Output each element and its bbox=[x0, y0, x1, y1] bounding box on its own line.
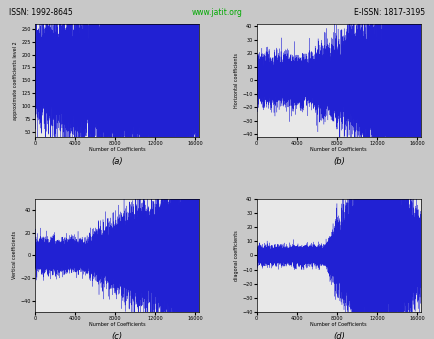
Text: (b): (b) bbox=[333, 157, 345, 166]
Text: (a): (a) bbox=[111, 157, 123, 166]
Text: (c): (c) bbox=[112, 332, 122, 339]
Text: E-ISSN: 1817-3195: E-ISSN: 1817-3195 bbox=[354, 8, 425, 18]
X-axis label: Number of Coefficients: Number of Coefficients bbox=[310, 147, 367, 152]
Text: ISSN: 1992-8645: ISSN: 1992-8645 bbox=[9, 8, 72, 18]
Y-axis label: approximate coefficients level 2: approximate coefficients level 2 bbox=[13, 41, 18, 120]
Text: www.jatit.org: www.jatit.org bbox=[191, 10, 243, 19]
X-axis label: Number of Coefficients: Number of Coefficients bbox=[89, 147, 145, 152]
Text: (d): (d) bbox=[333, 332, 345, 339]
X-axis label: Number of Coefficients: Number of Coefficients bbox=[310, 322, 367, 327]
X-axis label: Number of Coefficients: Number of Coefficients bbox=[89, 322, 145, 327]
Y-axis label: Horizontal coefficients: Horizontal coefficients bbox=[234, 53, 239, 108]
Text: www.jatit.org: www.jatit.org bbox=[191, 8, 243, 18]
Y-axis label: diagonal coefficients: diagonal coefficients bbox=[234, 230, 239, 281]
Y-axis label: Vertical coefficients: Vertical coefficients bbox=[13, 231, 17, 279]
